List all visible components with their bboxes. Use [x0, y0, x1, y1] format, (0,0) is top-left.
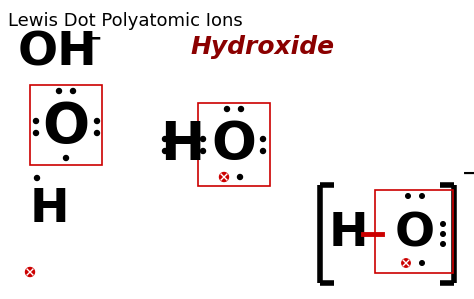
Text: −: − [84, 28, 103, 48]
Circle shape [441, 222, 445, 226]
Circle shape [261, 137, 265, 141]
Bar [375, 190, 453, 273]
Circle shape [163, 149, 167, 153]
Circle shape [237, 175, 243, 179]
Circle shape [219, 173, 228, 181]
Circle shape [64, 155, 69, 161]
Circle shape [441, 232, 445, 236]
Circle shape [35, 176, 39, 181]
Text: H: H [160, 119, 204, 171]
Circle shape [26, 268, 35, 277]
Circle shape [201, 149, 206, 153]
Circle shape [201, 137, 206, 141]
Text: H: H [328, 211, 368, 257]
Circle shape [261, 149, 265, 153]
Text: OH: OH [18, 30, 98, 75]
Circle shape [163, 137, 167, 141]
Circle shape [94, 130, 100, 135]
Circle shape [419, 194, 424, 198]
Circle shape [225, 106, 229, 112]
Circle shape [56, 89, 62, 94]
Bar [198, 103, 270, 186]
Circle shape [34, 130, 38, 135]
Text: Hydroxide: Hydroxide [190, 35, 334, 59]
Circle shape [419, 261, 424, 265]
Text: −: − [462, 164, 474, 183]
Circle shape [34, 118, 38, 123]
Text: H: H [30, 187, 70, 232]
Text: O: O [43, 100, 90, 154]
Text: Lewis Dot Polyatomic Ions: Lewis Dot Polyatomic Ions [8, 12, 243, 30]
Circle shape [441, 242, 445, 246]
Text: O: O [211, 119, 256, 171]
Circle shape [94, 118, 100, 123]
Text: O: O [395, 211, 435, 257]
Circle shape [406, 194, 410, 198]
Circle shape [71, 89, 75, 94]
Circle shape [402, 259, 410, 267]
Bar [30, 85, 102, 165]
Circle shape [238, 106, 244, 112]
